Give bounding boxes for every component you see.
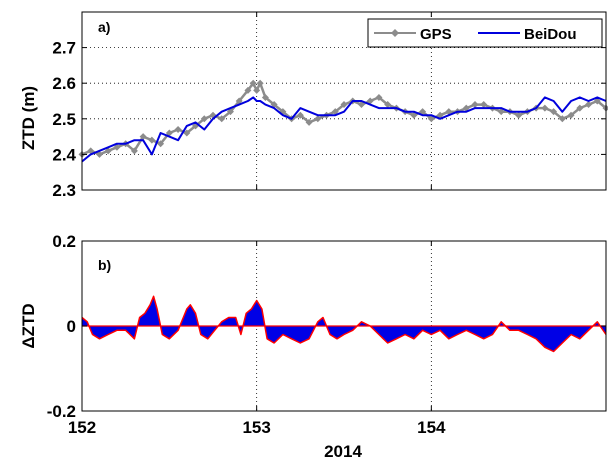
gps-point-47 — [471, 101, 479, 109]
y-tick-label-1: 0 — [67, 317, 76, 336]
y-tick-label-2: 2.5 — [52, 110, 76, 129]
panel-b-y-ticks: -0.2 0 0.2 — [47, 232, 606, 421]
gps-point-7 — [139, 133, 147, 141]
legend-gps-label: GPS — [420, 26, 452, 43]
beidou-line — [81, 96, 607, 163]
gps-point-23 — [261, 93, 269, 101]
gps-point-1 — [87, 147, 95, 155]
y-tick-label-3: 2.6 — [52, 74, 76, 93]
panel-a-series — [78, 79, 608, 163]
x-tick-label-0: 152 — [68, 418, 96, 437]
gps-point-14 — [200, 115, 208, 123]
gps-point-10 — [165, 129, 173, 137]
gps-point-4 — [113, 143, 121, 151]
panel-a-label: a) — [98, 19, 110, 35]
gps-point-61 — [593, 97, 601, 105]
gps-point-2 — [95, 150, 103, 158]
gps-point-21 — [253, 86, 261, 94]
y-tick-label-4: 2.7 — [52, 39, 76, 58]
y-tick-label-1: 2.4 — [52, 145, 76, 164]
gps-point-60 — [585, 101, 593, 109]
gps-point-59 — [576, 104, 584, 112]
gps-point-22 — [256, 79, 264, 87]
gps-point-40 — [410, 111, 418, 119]
gps-point-34 — [357, 101, 365, 109]
panel-a-frame — [81, 11, 607, 191]
gps-point-55 — [541, 104, 549, 112]
x-tick-label-1: 153 — [242, 418, 270, 437]
dztd-area — [82, 296, 606, 352]
gps-point-58 — [567, 111, 575, 119]
gps-point-48 — [480, 101, 488, 109]
gps-point-17 — [226, 108, 234, 116]
gps-point-11 — [174, 125, 182, 133]
y-tick-label-2: 0.2 — [52, 232, 76, 251]
gps-point-35 — [366, 97, 374, 105]
legend: GPS BeiDou — [367, 18, 603, 48]
dztd-line — [81, 295, 607, 353]
gps-point-43 — [436, 111, 444, 119]
gps-point-31 — [331, 108, 339, 116]
panel-a-y-ticks: 2.3 2.4 2.5 2.6 2.7 — [52, 12, 606, 200]
gps-point-9 — [157, 140, 165, 148]
panel-b-dztd: -0.2 0 0.2 152 153 154 b) ΔZTD 2014 — [19, 232, 607, 461]
gps-point-29 — [314, 115, 322, 123]
gps-point-50 — [497, 108, 505, 116]
gps-point-27 — [296, 111, 304, 119]
panel-b-y-axis-label: ΔZTD — [19, 303, 38, 348]
gps-point-16 — [218, 115, 226, 123]
panel-b-label: b) — [98, 257, 111, 273]
panel-a-y-axis-label: ZTD (m) — [19, 86, 38, 150]
legend-gps-marker — [391, 29, 399, 37]
gps-point-57 — [558, 115, 566, 123]
panel-b-x-ticks: 152 153 154 — [68, 418, 446, 437]
panel-b-series — [81, 295, 607, 353]
gps-point-6 — [130, 147, 138, 155]
gps-point-18 — [235, 97, 243, 105]
panel-a-ztd: 2.3 2.4 2.5 2.6 2.7 a) ZTD (m) GPS BeiDou — [19, 11, 608, 200]
y-tick-label-0: 2.3 — [52, 181, 76, 200]
gps-point-52 — [515, 111, 523, 119]
gps-point-56 — [550, 108, 558, 116]
legend-beidou-label: BeiDou — [524, 26, 577, 43]
gps-point-28 — [305, 118, 313, 126]
gps-point-36 — [375, 93, 383, 101]
gps-point-24 — [270, 101, 278, 109]
x-axis-label: 2014 — [324, 442, 362, 461]
x-tick-label-2: 154 — [417, 418, 446, 437]
y-tick-label-0: -0.2 — [47, 402, 76, 421]
gps-point-42 — [427, 115, 435, 123]
gps-point-20 — [249, 79, 257, 87]
gps-point-19 — [244, 86, 252, 94]
gps-point-37 — [384, 101, 392, 109]
gps-point-46 — [462, 104, 470, 112]
gps-point-3 — [104, 147, 112, 155]
gps-point-32 — [340, 101, 348, 109]
gps-point-62 — [602, 104, 608, 112]
gps-point-12 — [183, 129, 191, 137]
gps-point-8 — [148, 136, 156, 144]
